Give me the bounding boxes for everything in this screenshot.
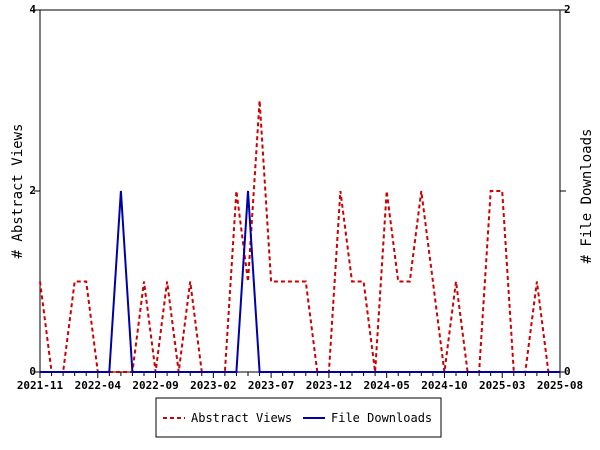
plot-area bbox=[39, 9, 561, 373]
y-axis-right: 02 bbox=[560, 3, 571, 378]
x-tick-label: 2021-11 bbox=[17, 379, 64, 392]
y-left-tick-label: 2 bbox=[29, 184, 36, 197]
y-left-tick-label: 0 bbox=[29, 365, 36, 378]
y-axis-left: 0 2 4 bbox=[29, 3, 40, 378]
x-tick-label: 2025-08 bbox=[537, 379, 583, 392]
series-lines bbox=[39, 100, 560, 373]
x-tick-label: 2023-07 bbox=[248, 379, 294, 392]
legend: Abstract Views File Downloads bbox=[155, 397, 442, 438]
legend-box bbox=[155, 397, 442, 438]
y-right-tick-label: 2 bbox=[564, 3, 571, 16]
x-tick-label: 2024-10 bbox=[421, 379, 467, 392]
x-tick-label: 2023-02 bbox=[190, 379, 236, 392]
y-right-tick-label: 0 bbox=[564, 365, 571, 378]
x-tick-label: 2022-04 bbox=[75, 379, 122, 392]
y-left-tick-label: 4 bbox=[29, 3, 36, 16]
y-axis-left-title: # Abstract Views bbox=[10, 124, 26, 259]
x-tick-label: 2023-12 bbox=[306, 379, 352, 392]
legend-label-file-downloads: File Downloads bbox=[331, 411, 432, 425]
x-axis: 2021-11 2022-04 2022-09 2023-02 2023-07 2023-… bbox=[17, 372, 583, 392]
legend-label-abstract-views: Abstract Views bbox=[191, 411, 292, 425]
x-tick-label: 2024-05 bbox=[363, 379, 409, 392]
y-axis-right-title: # File Downloads bbox=[579, 129, 595, 264]
series-line-file-downloads bbox=[40, 190, 560, 373]
x-tick-label: 2022-09 bbox=[132, 379, 178, 392]
x-tick-label: 2025-03 bbox=[479, 379, 525, 392]
